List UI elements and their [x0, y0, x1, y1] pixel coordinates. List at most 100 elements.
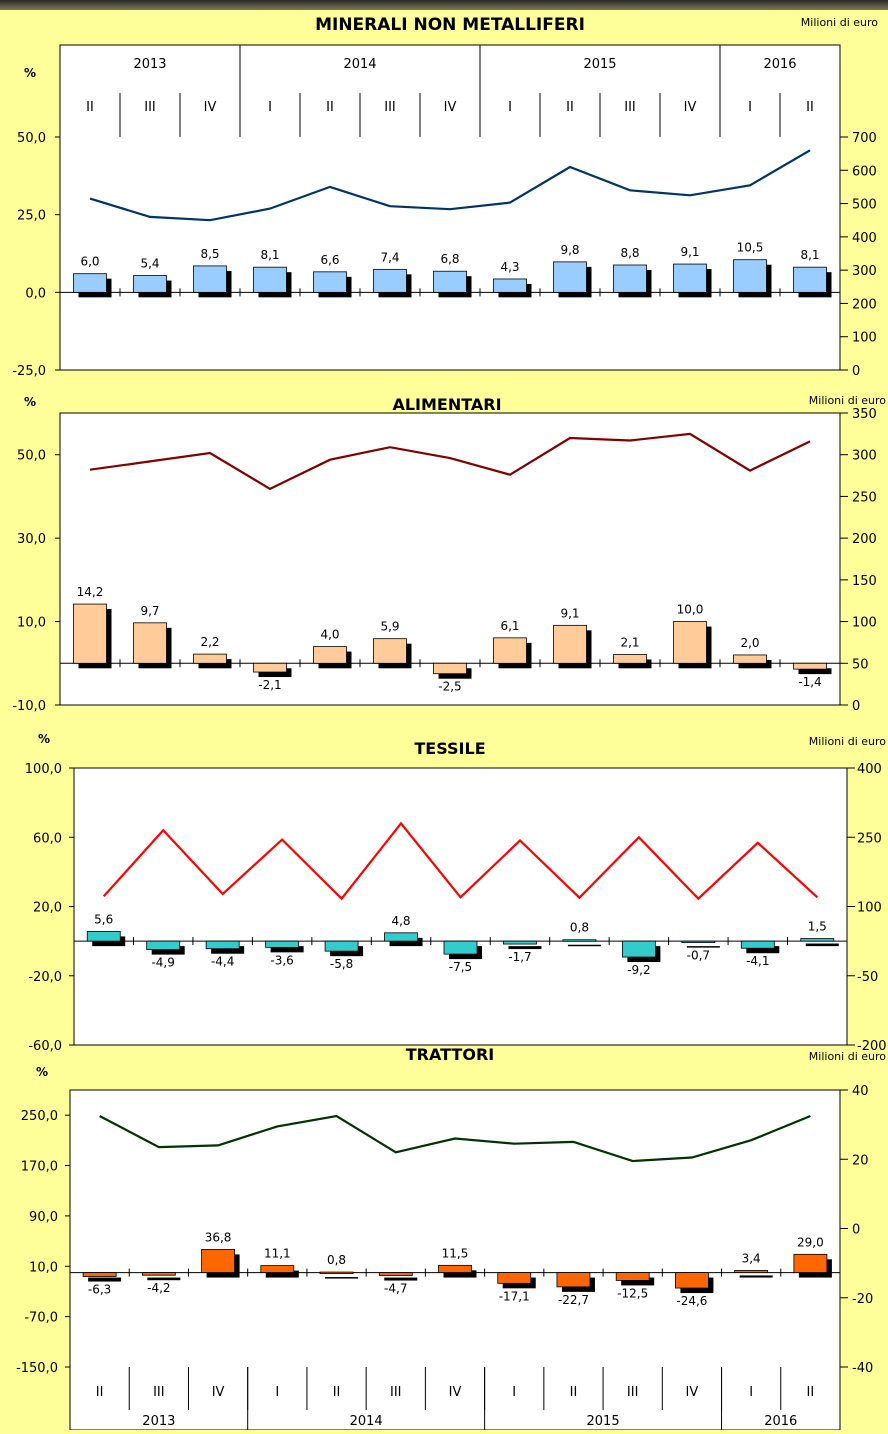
left-axis-tick-label: -25,0	[12, 364, 46, 379]
right-axis-unit: Milioni di euro	[809, 1050, 886, 1063]
bar-data-label: 5,4	[140, 257, 159, 271]
quarter-label: IV	[449, 1385, 462, 1400]
bar-data-label: -5,8	[330, 957, 353, 971]
bar-data-label: -6,3	[88, 1283, 111, 1297]
bar	[497, 1272, 532, 1284]
bar-data-label: 9,1	[560, 606, 579, 620]
bar-data-label: -1,7	[508, 950, 531, 964]
bar-data-label: 36,8	[205, 1230, 232, 1244]
right-axis-tick-label: 250	[857, 831, 882, 846]
bar-shadow	[151, 946, 185, 955]
right-axis-tick-label: 150	[852, 574, 877, 589]
bar-data-label: 8,5	[200, 247, 219, 261]
bar	[443, 940, 478, 955]
bar-shadow	[265, 1270, 299, 1278]
top-bar	[0, 0, 888, 10]
bar	[193, 653, 227, 664]
chart-minerali: MINERALI NON METALLIFERI Milioni di euro…	[12, 15, 878, 379]
quarter-label: I	[748, 100, 752, 115]
bar-data-label: 7,4	[380, 250, 399, 264]
bar	[265, 940, 300, 948]
bar	[673, 621, 707, 664]
bar-data-label: 29,0	[797, 1235, 824, 1249]
bar	[673, 263, 707, 293]
chart-trattori: TRATTORI Milioni di euro % II III IV I II III…	[16, 1045, 886, 1431]
bar	[562, 939, 597, 942]
quarter-label: IV	[212, 1385, 225, 1400]
series-layer: -10,0 10,0 30,0 50,0 0 50 100 150 200 250 300 350 14…	[12, 407, 876, 714]
bar-data-label: -1,4	[798, 675, 821, 689]
quarter-label: I	[275, 1385, 279, 1400]
quarter-label: III	[384, 100, 396, 115]
bar-data-label: 8,1	[800, 248, 819, 262]
bar-shadow	[88, 1277, 122, 1282]
bar	[319, 1271, 354, 1274]
quarter-label: I	[508, 100, 512, 115]
bar-data-label: 2,0	[740, 636, 759, 650]
year-label: 2014	[350, 1414, 383, 1429]
bar	[675, 1272, 709, 1289]
bar-data-label: -4,2	[147, 1281, 170, 1295]
bar-data-label: 0,8	[327, 1253, 346, 1267]
bar	[133, 622, 167, 664]
left-axis-tick-label: -70,0	[24, 1311, 58, 1326]
bar	[556, 1272, 591, 1288]
bar	[253, 266, 287, 293]
bar	[82, 1272, 117, 1277]
bar	[793, 1253, 828, 1273]
right-axis-tick-label: -20	[852, 1292, 873, 1307]
bar-data-label: 6,6	[320, 253, 339, 267]
quarter-label: IV	[686, 1385, 699, 1400]
bar-data-label: 6,0	[80, 255, 99, 269]
quarter-label: I	[512, 1385, 516, 1400]
quarter-label: II	[96, 1385, 104, 1400]
bar-data-label: 14,2	[77, 585, 104, 599]
bar-data-label: 4,8	[391, 914, 410, 928]
bar-shadow	[798, 668, 832, 675]
left-axis-tick-label: 10,0	[17, 616, 46, 631]
right-axis-tick-label: -40	[852, 1361, 873, 1376]
right-axis-tick-label: -200	[857, 1039, 887, 1054]
right-axis-tick-label: 200	[852, 532, 877, 547]
bar-data-label: 10,0	[677, 603, 704, 617]
chart-title: ALIMENTARI	[392, 395, 501, 414]
bar-shadow	[621, 1277, 655, 1286]
right-axis-tick-label: 500	[852, 198, 877, 213]
bar-data-label: 1,5	[808, 920, 827, 934]
left-axis-tick-label: 250,0	[21, 1109, 58, 1124]
bar	[313, 271, 347, 293]
line-series	[89, 432, 811, 491]
bar-data-label: -2,5	[438, 680, 461, 694]
bar-data-label: -3,6	[270, 953, 293, 967]
quarter-label: III	[153, 1385, 165, 1400]
bar	[313, 646, 347, 664]
quarter-label: II	[806, 100, 814, 115]
bar-data-label: -24,6	[676, 1294, 707, 1308]
bar-data-label: -4,9	[151, 956, 174, 970]
bar-data-label: -0,7	[687, 949, 710, 963]
bar	[73, 603, 107, 664]
bar-data-label: 11,5	[442, 1246, 469, 1260]
line-series	[89, 149, 811, 222]
bar	[615, 1272, 650, 1281]
bar-data-label: 6,8	[440, 252, 459, 266]
left-axis-tick-label: -20,0	[28, 970, 62, 985]
quarter-label: II	[326, 100, 334, 115]
bar	[378, 1272, 413, 1276]
chart-title: MINERALI NON METALLIFERI	[315, 15, 585, 35]
quarter-label: III	[144, 100, 156, 115]
bar	[740, 940, 775, 949]
bar	[193, 265, 227, 293]
bar-data-label: -12,5	[617, 1286, 648, 1300]
bar-shadow	[805, 943, 839, 947]
bar-shadow	[384, 1277, 418, 1281]
bar-data-label: -4,7	[384, 1282, 407, 1296]
right-axis-tick-label: 100	[852, 616, 877, 631]
chart-tessile: % TESSILE Milioni di euro -60,0 -20,0 20,0…	[25, 732, 887, 1054]
bar-shadow	[508, 946, 542, 950]
quarter-label: II	[566, 100, 574, 115]
left-axis-tick-label: 100,0	[25, 762, 62, 777]
bar	[86, 931, 121, 942]
